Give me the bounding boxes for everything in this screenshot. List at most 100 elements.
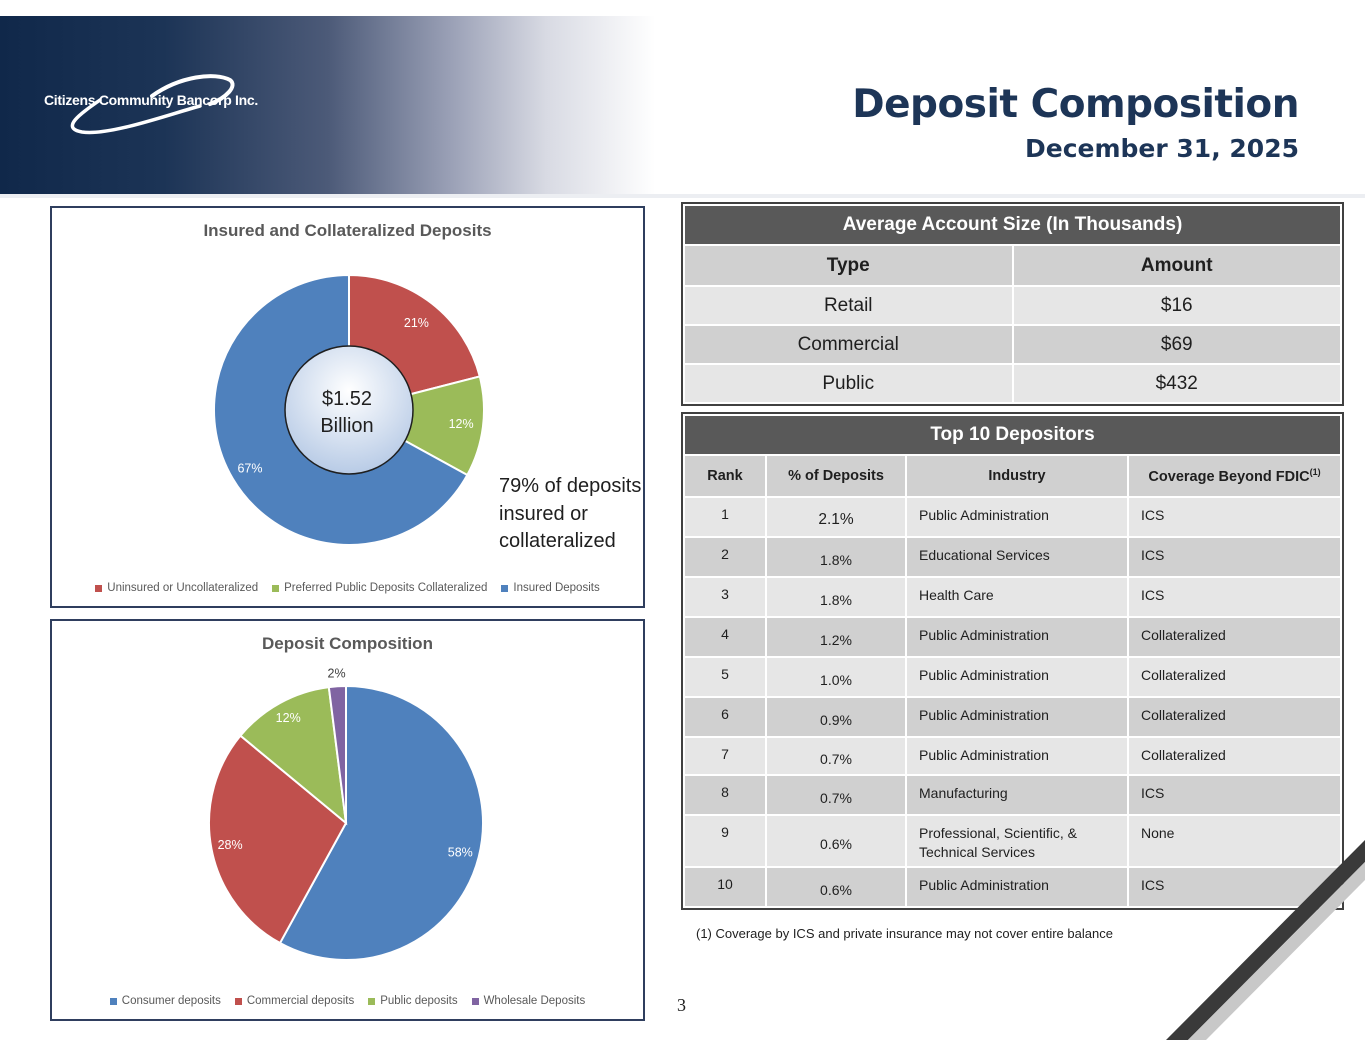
pie-slice-public-deposits xyxy=(239,685,348,826)
rank-cell: 6 xyxy=(683,696,767,738)
top-table-body: 1 2.1% Public Administration ICS 2 1.8% Educat… xyxy=(683,496,1342,908)
industry-cell: Public Administration xyxy=(905,866,1129,908)
avg-table-title: Average Account Size (In Thousands) xyxy=(683,204,1342,246)
pie-data-label: 28% xyxy=(218,838,243,852)
rank-cell: 9 xyxy=(683,814,767,868)
table-row: 4 1.2% Public Administration Collateralized xyxy=(683,616,1342,658)
industry-cell: Health Care xyxy=(905,576,1129,618)
legend-item-public: Public deposits xyxy=(368,995,458,1007)
rank-cell: 7 xyxy=(683,736,767,776)
legend-label: Insured Deposits xyxy=(513,582,600,594)
pie-slice-consumer-deposits xyxy=(278,684,484,961)
composition-pie-chart: 58% 28% 12% 2% xyxy=(208,666,484,961)
avg-type-cell: Public xyxy=(683,363,1014,404)
table-row: 10 0.6% Public Administration ICS xyxy=(683,866,1342,908)
composition-chart-panel: Deposit Composition 58% 28% 12% 2% Consumer… xyxy=(50,619,645,1021)
table-row: 3 1.8% Health Care ICS xyxy=(683,576,1342,618)
page-title: Deposit Composition xyxy=(852,82,1299,127)
legend-swatch xyxy=(109,997,117,1005)
legend-swatch xyxy=(95,584,103,592)
legend-label: Preferred Public Deposits Collateralized xyxy=(284,582,488,594)
coverage-cell: Collateralized xyxy=(1127,696,1342,738)
rank-cell: 2 xyxy=(683,536,767,578)
pie-slice-commercial-deposits xyxy=(208,734,348,945)
percent-cell: 1.8% xyxy=(765,576,907,618)
coverage-cell: ICS xyxy=(1127,496,1342,538)
pie-data-label: 58% xyxy=(448,845,473,859)
avg-amount-cell: $69 xyxy=(1011,324,1342,365)
coverage-cell: ICS xyxy=(1127,576,1342,618)
legend-swatch xyxy=(501,584,509,592)
legend-item-uninsured: Uninsured or Uncollateralized xyxy=(95,582,258,594)
pie-data-label: 12% xyxy=(449,417,474,431)
table-row: 9 0.6% Professional, Scientific, & Technic… xyxy=(683,814,1342,868)
composition-chart-legend: Consumer deposits Commercial deposits Pu… xyxy=(52,995,643,1007)
center-unit: Billion xyxy=(320,415,374,437)
legend-label: Public deposits xyxy=(380,995,458,1007)
coverage-cell: Collateralized xyxy=(1127,616,1342,658)
legend-label: Wholesale Deposits xyxy=(483,995,586,1007)
header-divider xyxy=(0,194,1365,198)
pie-slice-preferred-public-deposits-collateralized xyxy=(346,375,485,477)
rank-cell: 10 xyxy=(683,866,767,908)
insured-pie-chart: 21% 12% 67% xyxy=(213,273,485,546)
percent-cell: 1.8% xyxy=(765,536,907,578)
legend-swatch xyxy=(272,584,280,592)
logo-text: Citizens Community Bancorp Inc. xyxy=(44,92,258,108)
avg-header-type: Type xyxy=(683,244,1014,287)
table-row: 6 0.9% Public Administration Collateralized xyxy=(683,696,1342,738)
table-row: Public $432 xyxy=(683,363,1342,404)
pie-data-label: 67% xyxy=(237,462,262,476)
industry-cell: Public Administration xyxy=(905,696,1129,738)
top-header-industry: Industry xyxy=(905,454,1129,498)
legend-swatch xyxy=(368,997,376,1005)
percent-cell: 0.6% xyxy=(765,814,907,868)
insured-chart-title: Insured and Collateralized Deposits xyxy=(203,221,492,240)
legend-label: Consumer deposits xyxy=(121,995,221,1007)
legend-item-commercial: Commercial deposits xyxy=(234,995,355,1007)
rank-cell: 3 xyxy=(683,576,767,618)
composition-chart-title: Deposit Composition xyxy=(262,634,433,653)
legend-item-wholesale: Wholesale Deposits xyxy=(471,995,586,1007)
pie-slice-wholesale-deposits xyxy=(327,684,347,824)
page-number: 3 xyxy=(677,995,686,1015)
industry-cell: Manufacturing xyxy=(905,774,1129,816)
legend-label: Commercial deposits xyxy=(246,995,355,1007)
industry-cell: Professional, Scientific, & Technical Se… xyxy=(905,814,1129,868)
center-amount: $1.52 xyxy=(321,388,373,410)
avg-type-cell: Commercial xyxy=(683,324,1014,365)
legend-label: Uninsured or Uncollateralized xyxy=(107,582,259,594)
table-row: 7 0.7% Public Administration Collateralized xyxy=(683,736,1342,776)
industry-cell: Public Administration xyxy=(905,656,1129,698)
table-row: Retail $16 xyxy=(683,285,1342,326)
pie-center-total: $1.52 Billion xyxy=(283,386,411,440)
coverage-cell: None xyxy=(1127,814,1342,868)
table-row: 8 0.7% Manufacturing ICS xyxy=(683,774,1342,816)
table-row: 1 2.1% Public Administration ICS xyxy=(683,496,1342,538)
company-logo: Citizens Community Bancorp Inc. xyxy=(40,70,280,140)
rank-cell: 1 xyxy=(683,496,767,538)
footnote: (1) Coverage by ICS and private insuranc… xyxy=(696,926,1113,941)
rank-cell: 4 xyxy=(683,616,767,658)
table-row: 2 1.8% Educational Services ICS xyxy=(683,536,1342,578)
rank-cell: 5 xyxy=(683,656,767,698)
pie-center-hole xyxy=(284,345,414,475)
avg-amount-cell: $432 xyxy=(1011,363,1342,404)
avg-header-amount: Amount xyxy=(1011,244,1342,287)
page-subtitle: December 31, 2025 xyxy=(1025,134,1299,163)
legend-swatch xyxy=(234,997,242,1005)
top-depositors-table: Top 10 Depositors Rank % of Deposits Ind… xyxy=(681,412,1344,910)
coverage-cell: Collateralized xyxy=(1127,656,1342,698)
percent-cell: 1.0% xyxy=(765,656,907,698)
corner-decoration-icon xyxy=(1166,840,1365,1040)
percent-cell: 0.7% xyxy=(765,774,907,816)
industry-cell: Public Administration xyxy=(905,616,1129,658)
logo-swoosh-icon xyxy=(70,74,235,135)
percent-cell: 1.2% xyxy=(765,616,907,658)
legend-item-consumer: Consumer deposits xyxy=(109,995,221,1007)
header-banner xyxy=(0,16,1365,194)
top-header-coverage: Coverage Beyond FDIC(1) xyxy=(1127,454,1342,498)
percent-cell: 0.6% xyxy=(765,866,907,908)
table-row: 5 1.0% Public Administration Collateralized xyxy=(683,656,1342,698)
table-row: Commercial $69 xyxy=(683,324,1342,365)
